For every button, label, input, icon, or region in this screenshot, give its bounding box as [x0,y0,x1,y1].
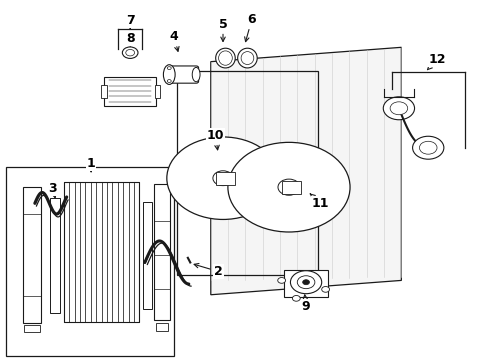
Ellipse shape [241,51,254,64]
Text: 7: 7 [126,14,135,28]
Polygon shape [211,47,401,295]
FancyBboxPatch shape [24,324,40,332]
Circle shape [322,287,330,292]
Circle shape [122,47,138,58]
Circle shape [278,278,286,283]
FancyBboxPatch shape [167,66,198,83]
Text: 1: 1 [87,157,96,172]
Text: 12: 12 [427,53,446,70]
Bar [101,85,107,98]
Text: 11: 11 [310,194,329,210]
FancyBboxPatch shape [156,323,168,330]
Ellipse shape [238,48,257,68]
Circle shape [419,141,437,154]
Ellipse shape [216,48,235,68]
Text: 6: 6 [245,13,256,42]
Bar [50,198,60,313]
Text: 5: 5 [219,18,227,41]
Circle shape [278,179,300,195]
Ellipse shape [163,65,175,85]
Bar [23,187,41,323]
Circle shape [293,296,300,301]
Circle shape [213,171,233,186]
Circle shape [413,136,444,159]
Circle shape [167,80,171,82]
Bar [216,172,235,185]
Circle shape [228,142,350,232]
Circle shape [167,137,279,220]
Circle shape [126,49,135,56]
Text: 9: 9 [302,295,310,313]
Text: 10: 10 [207,129,224,150]
Text: 4: 4 [170,30,179,51]
Circle shape [291,271,322,294]
Circle shape [303,280,310,285]
Bar [144,202,152,309]
Text: 8: 8 [126,32,134,46]
FancyBboxPatch shape [104,77,156,106]
Circle shape [167,67,171,69]
Circle shape [390,102,408,115]
Bar [282,181,301,194]
Bar [155,85,160,98]
Circle shape [383,97,415,120]
Ellipse shape [219,51,232,65]
Circle shape [285,184,293,190]
Bar [154,184,170,320]
Text: 3: 3 [49,183,57,198]
Circle shape [220,176,226,181]
Text: 2: 2 [194,264,222,278]
Circle shape [297,276,315,289]
Bar [284,270,328,297]
Bar [64,182,140,321]
Bar [5,167,174,356]
Ellipse shape [192,67,200,82]
